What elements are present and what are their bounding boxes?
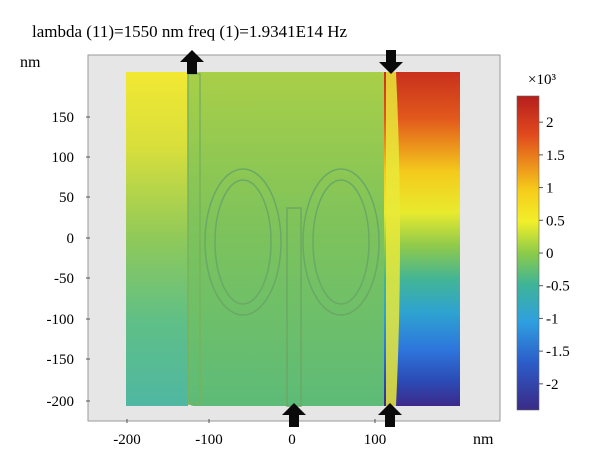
x-axis-unit: nm bbox=[473, 431, 494, 448]
right-interface-highlight bbox=[386, 72, 400, 406]
y-tick-label: 50 bbox=[59, 190, 74, 206]
y-tick-label: 100 bbox=[52, 150, 75, 166]
colorbar-tick-label: -0.5 bbox=[546, 279, 570, 295]
field-map bbox=[126, 72, 460, 407]
arrow-down-icon bbox=[379, 50, 403, 74]
left-region bbox=[126, 72, 188, 406]
plot-title: lambda (11)=1550 nm freq (1)=1.9341E14 H… bbox=[32, 22, 347, 41]
x-tick-label: -100 bbox=[195, 432, 223, 448]
colorbar-tick-label: -1 bbox=[546, 311, 559, 327]
colorbar-tick-label: -1.5 bbox=[546, 344, 570, 360]
right-ring-outer bbox=[302, 168, 380, 316]
x-tick-label: -200 bbox=[113, 432, 141, 448]
y-tick-label: 0 bbox=[67, 231, 75, 247]
y-tick-label: -100 bbox=[47, 312, 75, 328]
arrow-up-icon bbox=[282, 403, 306, 427]
y-axis-unit: nm bbox=[20, 54, 41, 71]
y-tick-label: -150 bbox=[47, 352, 75, 368]
axis-ticks: 150 100 50 0 -50 -100 -150 -200 -200 -10… bbox=[47, 110, 495, 448]
colorbar: ×10³ 2 1.5 1 0.5 0 -0.5 -1 -1.5 -2 bbox=[516, 72, 570, 411]
y-tick-label: 150 bbox=[52, 110, 75, 126]
arrow-up-icon bbox=[180, 50, 204, 74]
colorbar-tick-label: -2 bbox=[546, 377, 559, 393]
left-ring-inner bbox=[214, 179, 272, 305]
y-tick-label: -200 bbox=[47, 394, 75, 410]
colorbar-tick-label: 2 bbox=[546, 115, 554, 131]
colorbar-tick-label: 1.5 bbox=[546, 148, 565, 164]
right-ring-inner bbox=[312, 179, 370, 305]
colorbar-multiplier: ×10³ bbox=[528, 72, 556, 88]
x-tick-label: 100 bbox=[364, 432, 387, 448]
left-ring-outer bbox=[204, 168, 282, 316]
colorbar-tick-label: 0 bbox=[546, 246, 554, 262]
colorbar-scale bbox=[516, 95, 540, 411]
port-arrows bbox=[180, 50, 403, 427]
colorbar-ticks: 2 1.5 1 0.5 0 -0.5 -1 -1.5 -2 bbox=[539, 115, 570, 393]
center-region bbox=[188, 72, 388, 406]
colorbar-tick-label: 1 bbox=[546, 181, 554, 197]
y-tick-label: -50 bbox=[54, 271, 74, 287]
colorbar-tick-label: 0.5 bbox=[546, 213, 565, 229]
x-tick-label: 0 bbox=[288, 432, 296, 448]
arrow-up-icon bbox=[378, 403, 402, 427]
